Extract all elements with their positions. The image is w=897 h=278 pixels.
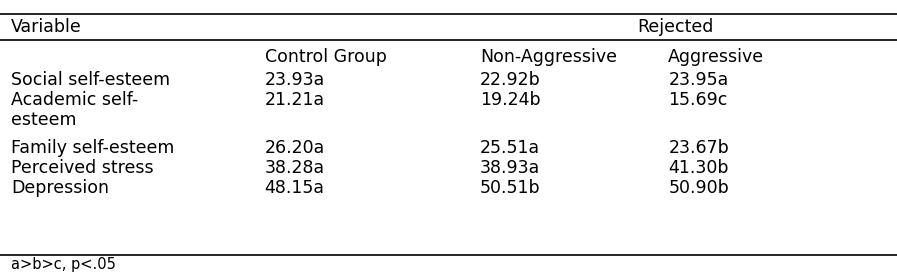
Text: Depression: Depression	[11, 179, 109, 197]
Text: Academic self-: Academic self-	[11, 91, 138, 109]
Text: 21.21a: 21.21a	[265, 91, 325, 109]
Text: 23.93a: 23.93a	[265, 71, 325, 89]
Text: 38.93a: 38.93a	[480, 159, 540, 177]
Text: 50.51b: 50.51b	[480, 179, 541, 197]
Text: 22.92b: 22.92b	[480, 71, 541, 89]
Text: a>b>c, p<.05: a>b>c, p<.05	[11, 257, 116, 272]
Text: Perceived stress: Perceived stress	[11, 159, 153, 177]
Text: 38.28a: 38.28a	[265, 159, 325, 177]
Text: Non-Aggressive: Non-Aggressive	[480, 48, 617, 66]
Text: Social self-esteem: Social self-esteem	[11, 71, 170, 89]
Text: 23.95a: 23.95a	[668, 71, 728, 89]
Text: 23.67b: 23.67b	[668, 139, 729, 157]
Text: 26.20a: 26.20a	[265, 139, 325, 157]
Text: 15.69c: 15.69c	[668, 91, 727, 109]
Text: Control Group: Control Group	[265, 48, 387, 66]
Text: 25.51a: 25.51a	[480, 139, 540, 157]
Text: Aggressive: Aggressive	[668, 48, 764, 66]
Text: Family self-esteem: Family self-esteem	[11, 139, 174, 157]
Text: Rejected: Rejected	[637, 18, 713, 36]
Text: esteem: esteem	[11, 111, 76, 129]
Text: 19.24b: 19.24b	[480, 91, 541, 109]
Text: 48.15a: 48.15a	[265, 179, 325, 197]
Text: 41.30b: 41.30b	[668, 159, 728, 177]
Text: Variable: Variable	[11, 18, 82, 36]
Text: 50.90b: 50.90b	[668, 179, 729, 197]
